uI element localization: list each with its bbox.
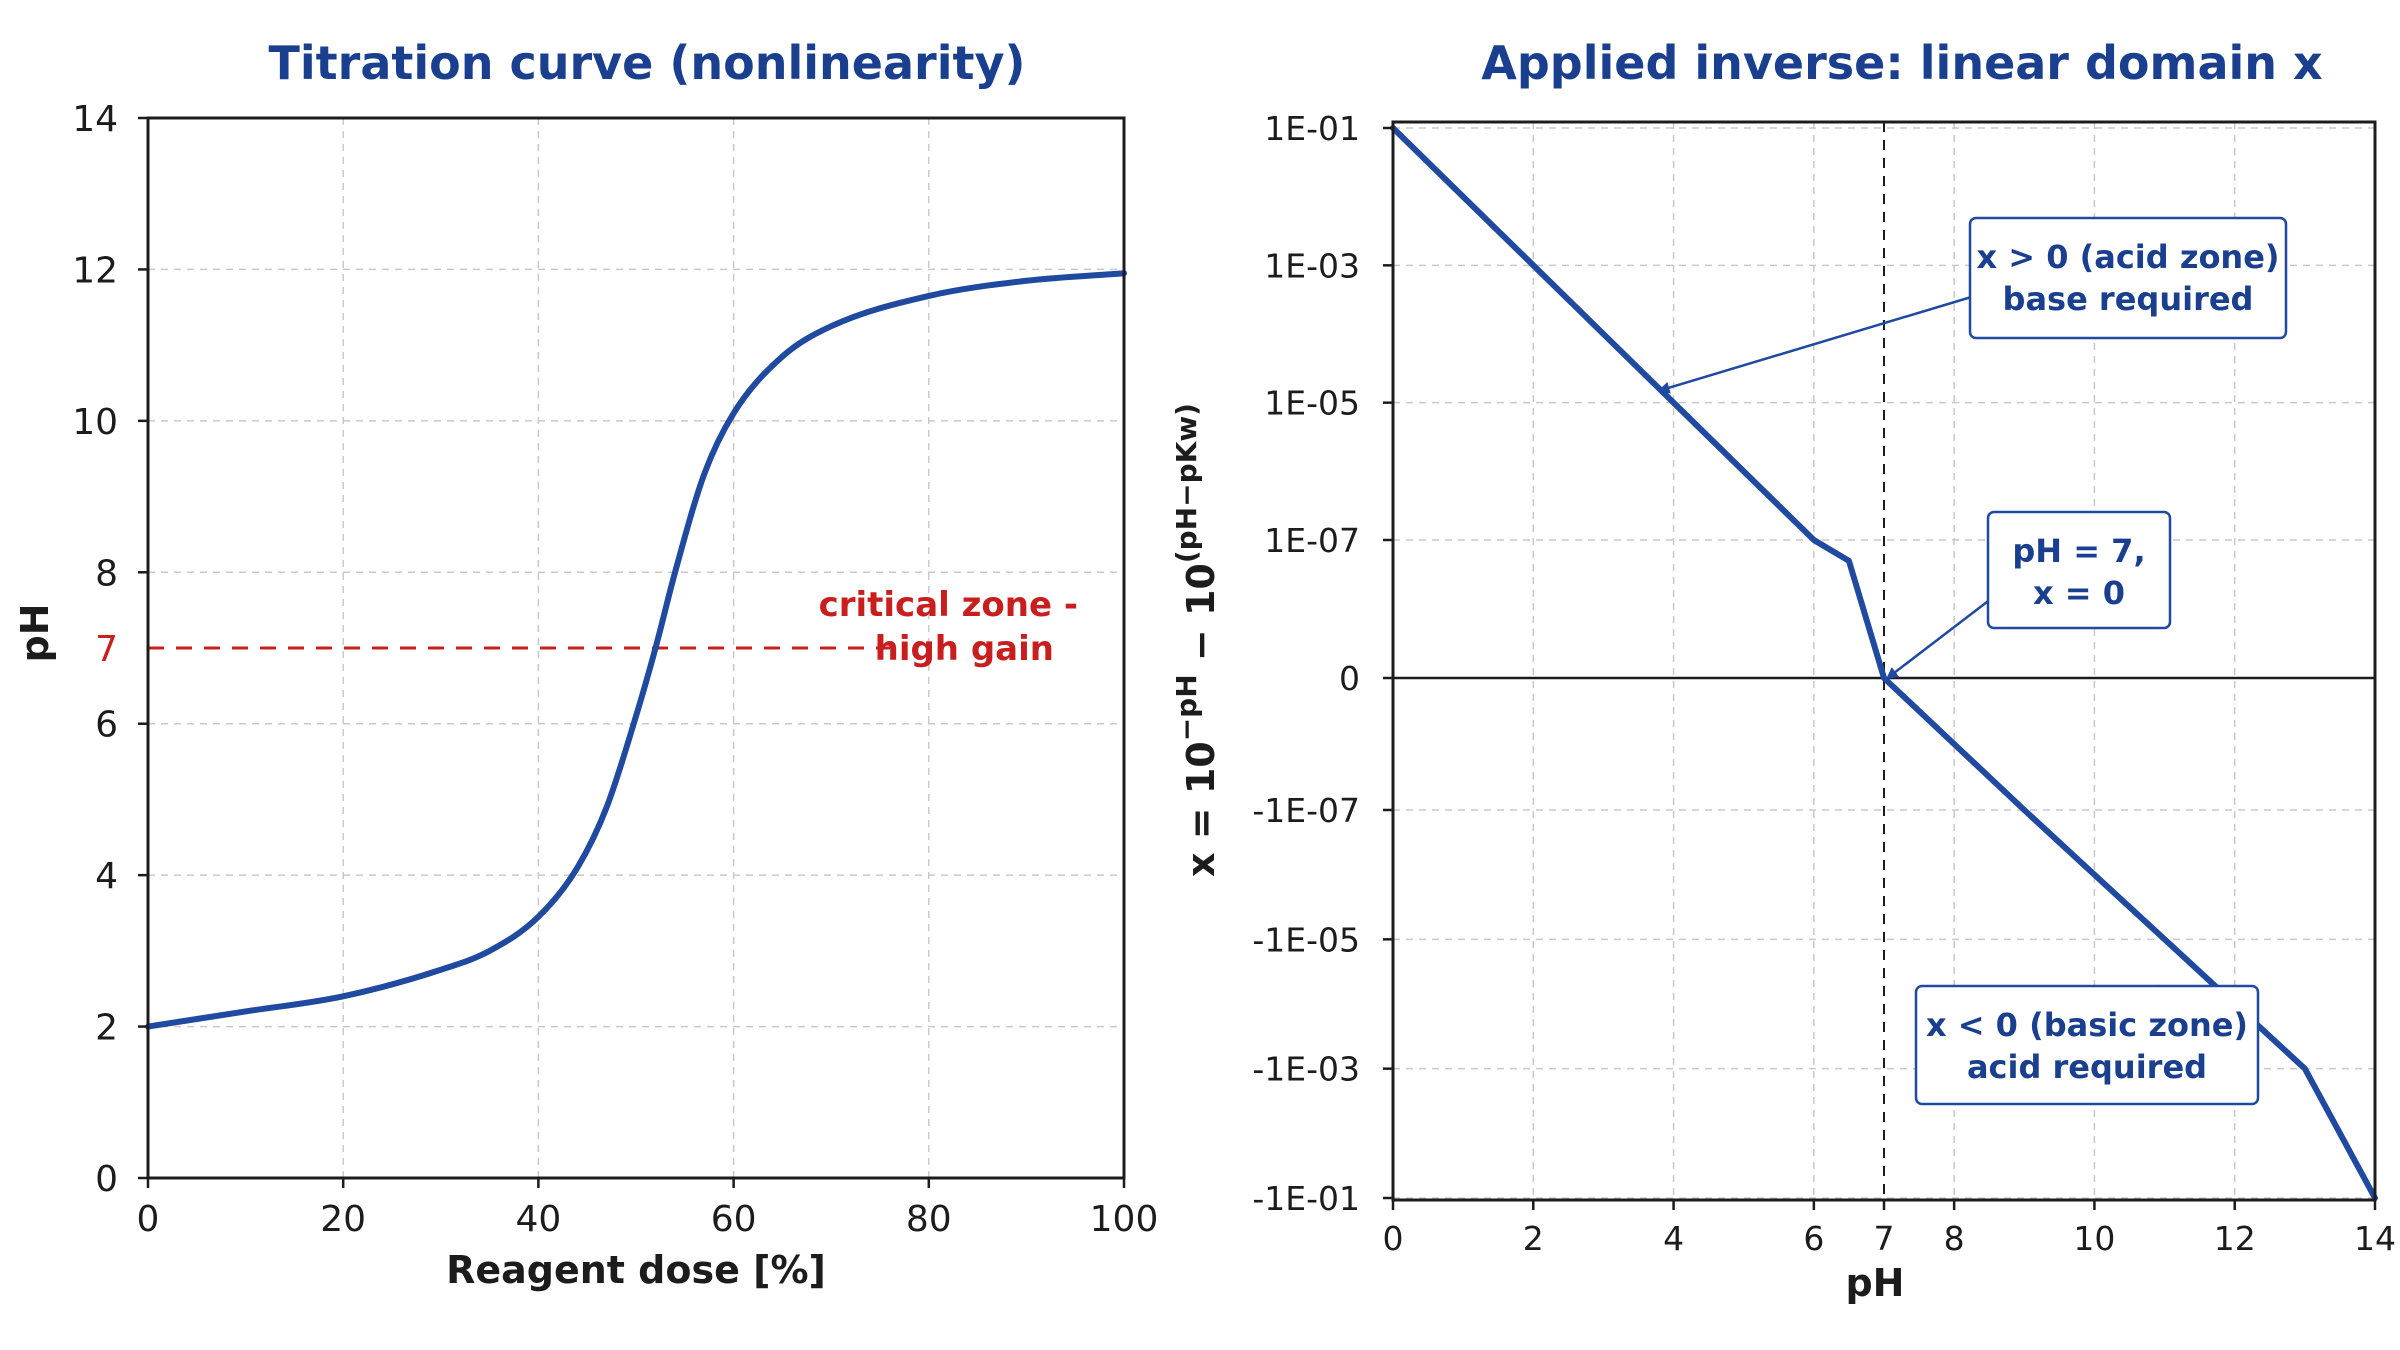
right-x-tick-label: 8 <box>1944 1219 1965 1258</box>
left-y-axis-label: pH <box>13 603 57 662</box>
left-plot-frame <box>146 116 1126 1180</box>
inverse-chart: Applied inverse: linear domain x 0 2 4 6 7 8 1… <box>1170 36 2396 1305</box>
left-chart-title: Titration curve (nonlinearity) <box>269 36 1026 90</box>
right-y-tick-label: 0 <box>1339 659 1360 698</box>
critical-zone-label-line2: high gain <box>875 629 1054 669</box>
right-y-tick-label: -1E-03 <box>1252 1050 1360 1089</box>
left-y-tick-label: 0 <box>95 1159 118 1200</box>
annotation-arrow <box>1657 293 1979 394</box>
right-x-tick-label: 14 <box>2354 1219 2396 1258</box>
left-series <box>145 270 1127 1030</box>
annotation-box <box>1968 216 2288 340</box>
left-y-tick-label: 10 <box>72 402 118 443</box>
right-y-tick-label: 1E-07 <box>1264 521 1360 560</box>
left-x-tick-label: 0 <box>137 1199 160 1240</box>
annotation-box <box>1914 984 2260 1106</box>
annotation-text: x < 0 (basic zone) <box>1926 1006 2248 1044</box>
right-x-tick-label: 12 <box>2214 1219 2256 1258</box>
inverse-curve <box>1390 125 2378 1201</box>
critical-zone-label-line1: critical zone - <box>819 585 1078 625</box>
annotation-text: acid required <box>1967 1048 2207 1086</box>
annotation-arrow <box>1885 591 2001 680</box>
right-chart-title: Applied inverse: linear domain x <box>1481 36 2322 90</box>
right-x-tick-label: 0 <box>1383 1219 1404 1258</box>
right-y-label-exp1: −pH <box>1170 674 1203 741</box>
left-x-tick-label: 60 <box>711 1199 757 1240</box>
annotation-text: x = 0 <box>2033 574 2125 612</box>
left-x-axis-label: Reagent dose [%] <box>446 1248 826 1292</box>
right-x-axis-label: pH <box>1845 1261 1904 1305</box>
right-y-label-exp2: (pH−pKw) <box>1170 403 1203 563</box>
left-x-tick-label: 40 <box>515 1199 561 1240</box>
annotation-text: pH = 7, <box>2012 532 2145 570</box>
right-y-tick-label: 1E-05 <box>1264 384 1360 423</box>
right-series <box>1390 125 2378 1201</box>
right-y-tick-label: -1E-05 <box>1252 920 1360 959</box>
left-x-tick-label: 20 <box>320 1199 366 1240</box>
right-y-ticks: 1E-01 1E-03 1E-05 1E-07 0 -1E-07 -1E-05 -1E-03 -… <box>1252 109 1393 1218</box>
right-y-axis-label: x = 10−pH − 10(pH−pKw) <box>1170 403 1223 877</box>
right-x-tick-label: 6 <box>1803 1219 1824 1258</box>
right-y-label-base: x = 10 <box>1179 741 1223 877</box>
right-y-tick-label: 1E-03 <box>1264 246 1360 285</box>
left-x-tick-label: 80 <box>906 1199 952 1240</box>
titration-curve <box>145 270 1127 1030</box>
right-y-tick-label: -1E-07 <box>1252 791 1360 830</box>
left-y-tick-label: 12 <box>72 250 118 291</box>
left-x-tick-label: 100 <box>1090 1199 1159 1240</box>
titration-chart: Titration curve (nonlinearity) 0 20 40 60 80… <box>13 36 1158 1292</box>
right-x-tick-label: 10 <box>2073 1219 2115 1258</box>
left-y-tick-label: 14 <box>72 99 118 140</box>
left-y-tick-label: 6 <box>95 705 118 746</box>
right-x-tick-label: 7 <box>1874 1219 1895 1258</box>
right-annotations: x > 0 (acid zone) base required pH = 7, x =… <box>1657 216 2288 1106</box>
right-x-ticks: 0 2 4 6 7 8 10 12 14 <box>1383 1200 2396 1258</box>
annotation-text: x > 0 (acid zone) <box>1976 238 2279 276</box>
right-x-tick-label: 2 <box>1523 1219 1544 1258</box>
right-y-tick-label: -1E-01 <box>1252 1179 1360 1218</box>
left-x-ticks: 0 20 40 60 80 100 <box>137 1178 1159 1240</box>
left-y-ticks: 0 2 4 6 8 10 12 14 7 <box>72 99 148 1200</box>
right-y-label-mid: − 10 <box>1179 563 1223 674</box>
right-y-tick-label: 1E-01 <box>1264 109 1360 148</box>
right-x-tick-label: 4 <box>1663 1219 1684 1258</box>
reference-tick-label: 7 <box>95 629 118 670</box>
annotation-box <box>1986 510 2172 630</box>
left-y-tick-label: 8 <box>95 553 118 594</box>
left-y-tick-label: 2 <box>95 1008 118 1049</box>
annotation-text: base required <box>2003 280 2254 318</box>
left-y-tick-label: 4 <box>95 856 118 897</box>
